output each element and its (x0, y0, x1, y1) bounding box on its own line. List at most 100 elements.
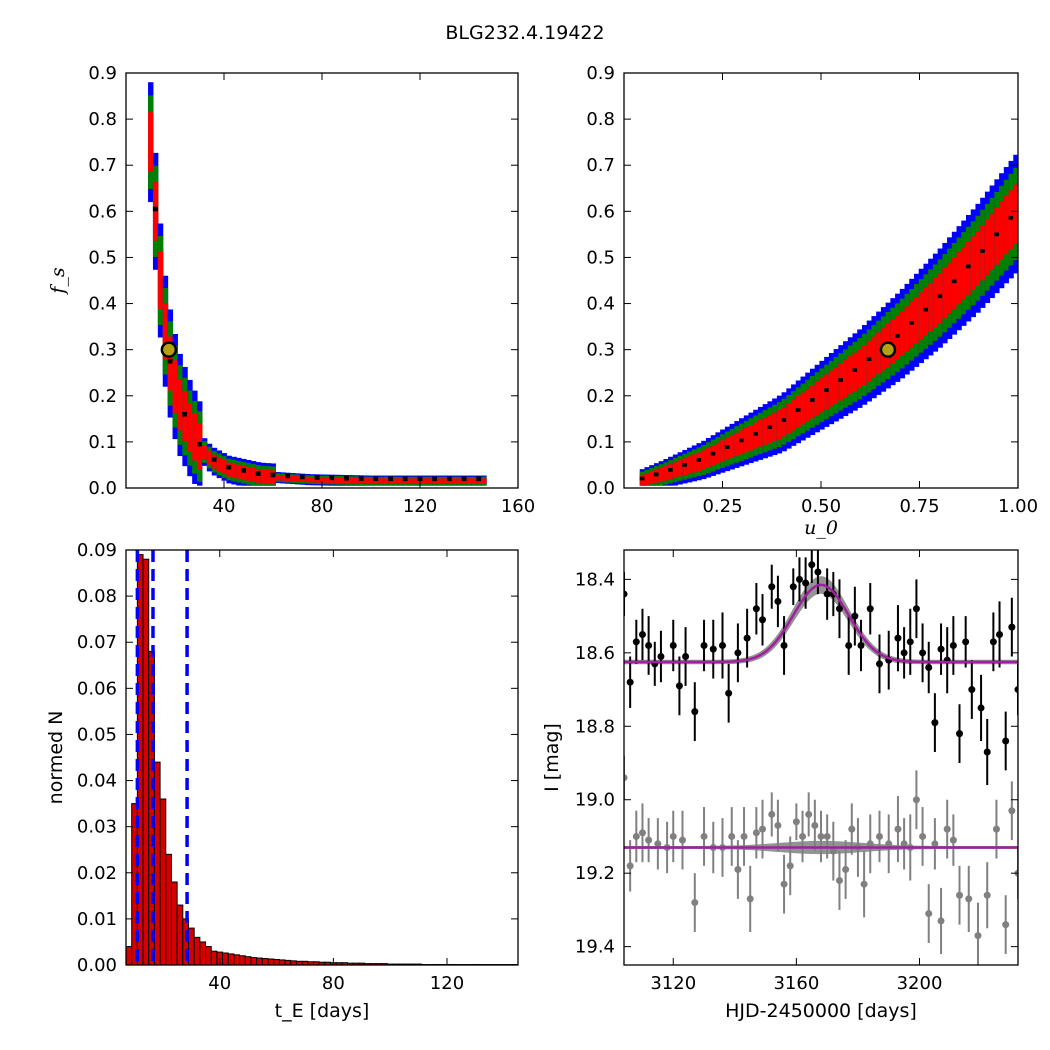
plot-frame (623, 72, 1019, 489)
contour-cell (246, 466, 252, 481)
contour-cell (280, 475, 286, 481)
data-point (835, 605, 843, 613)
y-tick-label: 0.5 (88, 247, 117, 268)
x-tick-label: 40 (213, 496, 236, 517)
contour-cell (653, 469, 660, 483)
data-point (792, 818, 800, 826)
x-axis-label: t_E [days] (275, 1000, 370, 1022)
histogram-bar (227, 953, 235, 965)
contour-cell (427, 478, 433, 484)
contour-cell (814, 381, 820, 416)
data-point (875, 660, 883, 668)
data-point (626, 862, 634, 870)
best-fit-marker (160, 341, 178, 358)
data-point (996, 630, 1004, 638)
data-point (734, 649, 742, 657)
best-sample (417, 476, 423, 482)
best-sample (388, 476, 394, 482)
contour-cell (649, 471, 655, 484)
y-tick-label: 0.05 (77, 724, 117, 745)
y-tick-label: 0.6 (586, 201, 615, 222)
y-tick-label: 0.2 (586, 386, 615, 407)
best-sample (270, 472, 276, 478)
data-point (968, 686, 976, 694)
histogram-bar (284, 959, 292, 965)
contour-cell (250, 467, 257, 482)
y-tick-label: 0.01 (77, 909, 117, 930)
data-point (746, 895, 754, 903)
contour-cell (913, 297, 920, 344)
y-tick-label: 0.5 (586, 247, 615, 268)
data-point (835, 877, 843, 885)
contour-cell (481, 478, 487, 484)
data-point (931, 840, 939, 848)
histogram-bar (273, 958, 280, 965)
y-tick-label: 0.08 (77, 586, 117, 607)
data-point (912, 796, 920, 804)
histogram-bar (199, 941, 207, 965)
x-tick-label: 80 (322, 973, 345, 994)
y-tick-label: 0.9 (88, 63, 117, 84)
contour-cell (442, 478, 448, 484)
y-tick-label: 0.09 (77, 540, 117, 561)
y-tick-label: 0.6 (88, 201, 117, 222)
y-tick-label: 0.9 (586, 63, 615, 84)
plot-frame (623, 549, 1019, 966)
data-point (989, 638, 997, 646)
best-sample (226, 464, 232, 470)
contour-cell (383, 478, 389, 484)
contour-cell (805, 388, 811, 422)
contour-cell (216, 457, 223, 472)
histogram-bar (256, 957, 263, 965)
best-sample (167, 358, 173, 364)
y-tick-label: 0.8 (88, 109, 117, 130)
heatmap-tE-fs (148, 82, 487, 486)
contour-cell (705, 447, 712, 468)
best-sample (909, 321, 914, 325)
data-point (857, 641, 865, 649)
contour-cell (975, 231, 981, 286)
y-tick-label: 0.00 (77, 955, 117, 976)
data-point (845, 641, 853, 649)
contour-cell (412, 478, 419, 484)
x-tick-label: 1.00 (998, 496, 1038, 517)
contour-cell (980, 225, 986, 281)
best-sample (314, 475, 320, 480)
axes-lightcurve: 3120 3160 3200 18.4 18.6 18.8 19.0 19.2 19.4 HJD-… (541, 549, 1019, 1022)
contour-cell (290, 475, 296, 482)
best-sample (241, 468, 247, 473)
data-point (768, 810, 776, 818)
data-point (823, 832, 831, 840)
best-sample (285, 473, 291, 479)
contour-cell (466, 478, 472, 484)
data-point (734, 866, 742, 874)
data-point (1002, 921, 1010, 929)
histogram-bar (176, 904, 184, 965)
histogram-bar (267, 958, 275, 965)
data-point (700, 641, 708, 649)
contour-cell (192, 413, 198, 461)
x-tick-label: 3200 (897, 973, 943, 994)
contour-cell (691, 454, 697, 473)
data-point (885, 840, 893, 848)
data-point (842, 866, 850, 874)
y-tick-label: 0.03 (77, 817, 117, 838)
best-sample (211, 457, 217, 462)
x-tick-label: 3120 (650, 973, 696, 994)
data-point (912, 605, 920, 613)
data-point (925, 664, 933, 672)
histogram-bar (205, 946, 212, 965)
data-point (768, 583, 776, 591)
data-point (848, 825, 856, 833)
contour-cell (393, 478, 399, 484)
contour-cell (932, 278, 939, 328)
contour-cell (947, 262, 953, 314)
data-point (894, 825, 902, 833)
data-point (851, 612, 859, 620)
contour-cell (407, 478, 414, 484)
histogram-bar (165, 853, 172, 965)
contour-cell (1003, 196, 1010, 255)
best-sample (753, 431, 758, 436)
best-sample (795, 408, 801, 412)
contour-cell (148, 112, 154, 173)
